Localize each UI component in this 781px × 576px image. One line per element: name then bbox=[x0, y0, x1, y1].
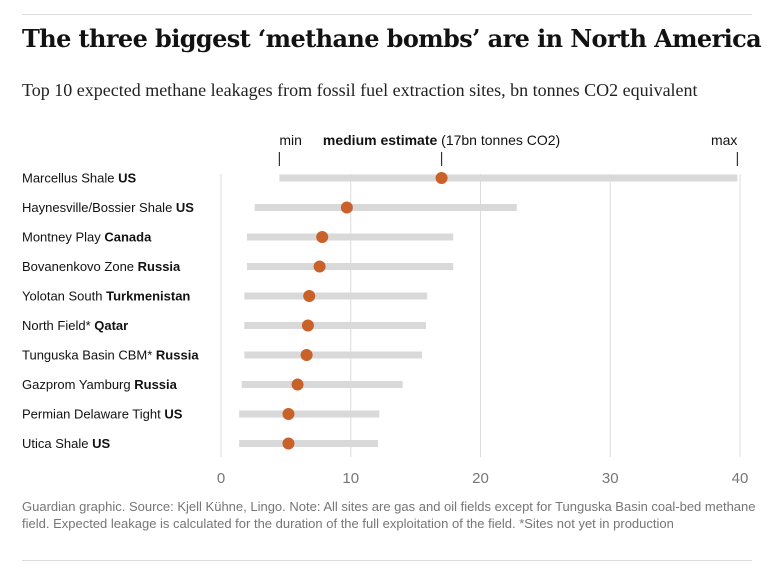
x-tick-label: 30 bbox=[602, 470, 619, 487]
legend-medium-label: medium estimate (17bn tonnes CO2) bbox=[323, 132, 560, 148]
medium-dot bbox=[282, 437, 295, 450]
medium-dots bbox=[282, 172, 448, 450]
site-label: Gazprom Yamburg Russia bbox=[22, 377, 178, 392]
site-country: US bbox=[92, 436, 110, 451]
source-footnote: Guardian graphic. Source: Kjell Kühne, L… bbox=[22, 499, 756, 532]
site-label: Bovanenkovo Zone Russia bbox=[22, 259, 181, 274]
site-name: Yolotan South bbox=[22, 289, 106, 304]
legend-medium-note: (17bn tonnes CO2) bbox=[437, 132, 560, 148]
site-name: Permian Delaware Tight bbox=[22, 407, 164, 422]
site-name: Marcellus Shale bbox=[22, 171, 118, 186]
site-label: Marcellus Shale US bbox=[22, 171, 136, 186]
site-country: US bbox=[118, 171, 136, 186]
site-country: Qatar bbox=[94, 318, 128, 333]
site-country: Russia bbox=[134, 377, 177, 392]
medium-dot bbox=[340, 201, 353, 214]
gridlines bbox=[220, 174, 741, 457]
x-axis-ticks: 0 10 20 30 40 bbox=[217, 470, 749, 487]
site-label: Montney Play Canada bbox=[22, 230, 152, 245]
site-name: Haynesville/Bossier Shale bbox=[22, 200, 176, 215]
x-tick-label: 20 bbox=[472, 470, 489, 487]
site-label: Permian Delaware Tight US bbox=[22, 407, 183, 422]
site-name: Bovanenkovo Zone bbox=[22, 259, 138, 274]
site-country: Turkmenistan bbox=[106, 289, 190, 304]
medium-dot bbox=[282, 408, 295, 420]
medium-dot bbox=[301, 319, 314, 332]
medium-dot bbox=[435, 172, 448, 184]
top-rule bbox=[22, 14, 752, 15]
medium-dot bbox=[291, 378, 304, 391]
site-country: US bbox=[176, 200, 194, 215]
site-name: North Field* bbox=[22, 318, 94, 333]
legend: min medium estimate (17bn tonnes CO2) max bbox=[278, 132, 739, 166]
site-name: Utica Shale bbox=[22, 436, 92, 451]
site-country: Canada bbox=[104, 230, 152, 245]
site-country: Russia bbox=[138, 259, 181, 274]
site-name: Gazprom Yamburg bbox=[22, 377, 134, 392]
bottom-rule bbox=[22, 560, 752, 561]
chart-subtitle: Top 10 expected methane leakages from fo… bbox=[22, 80, 698, 100]
x-tick-label: 0 bbox=[217, 470, 225, 487]
x-tick-label: 10 bbox=[342, 470, 359, 487]
legend-max-label: max bbox=[711, 132, 737, 148]
range-bars bbox=[239, 174, 738, 447]
site-country: Russia bbox=[156, 348, 199, 363]
site-label: North Field* Qatar bbox=[22, 318, 128, 333]
site-country: US bbox=[164, 407, 182, 422]
legend-medium-label-bold: medium estimate bbox=[323, 132, 438, 148]
x-tick-label: 40 bbox=[732, 470, 749, 487]
chart-title: The three biggest ‘methane bombs’ are in… bbox=[22, 24, 762, 53]
medium-dot bbox=[303, 290, 316, 302]
site-label: Utica Shale US bbox=[22, 436, 110, 451]
medium-dot bbox=[313, 260, 326, 273]
site-label: Tunguska Basin CBM* Russia bbox=[22, 348, 199, 363]
medium-dot bbox=[316, 231, 329, 243]
site-label: Haynesville/Bossier Shale US bbox=[22, 200, 194, 215]
site-name: Montney Play bbox=[22, 230, 104, 245]
medium-dot bbox=[300, 349, 313, 361]
site-name: Tunguska Basin CBM* bbox=[22, 348, 156, 363]
legend-min-label: min bbox=[279, 132, 302, 148]
site-label: Yolotan South Turkmenistan bbox=[22, 289, 190, 304]
